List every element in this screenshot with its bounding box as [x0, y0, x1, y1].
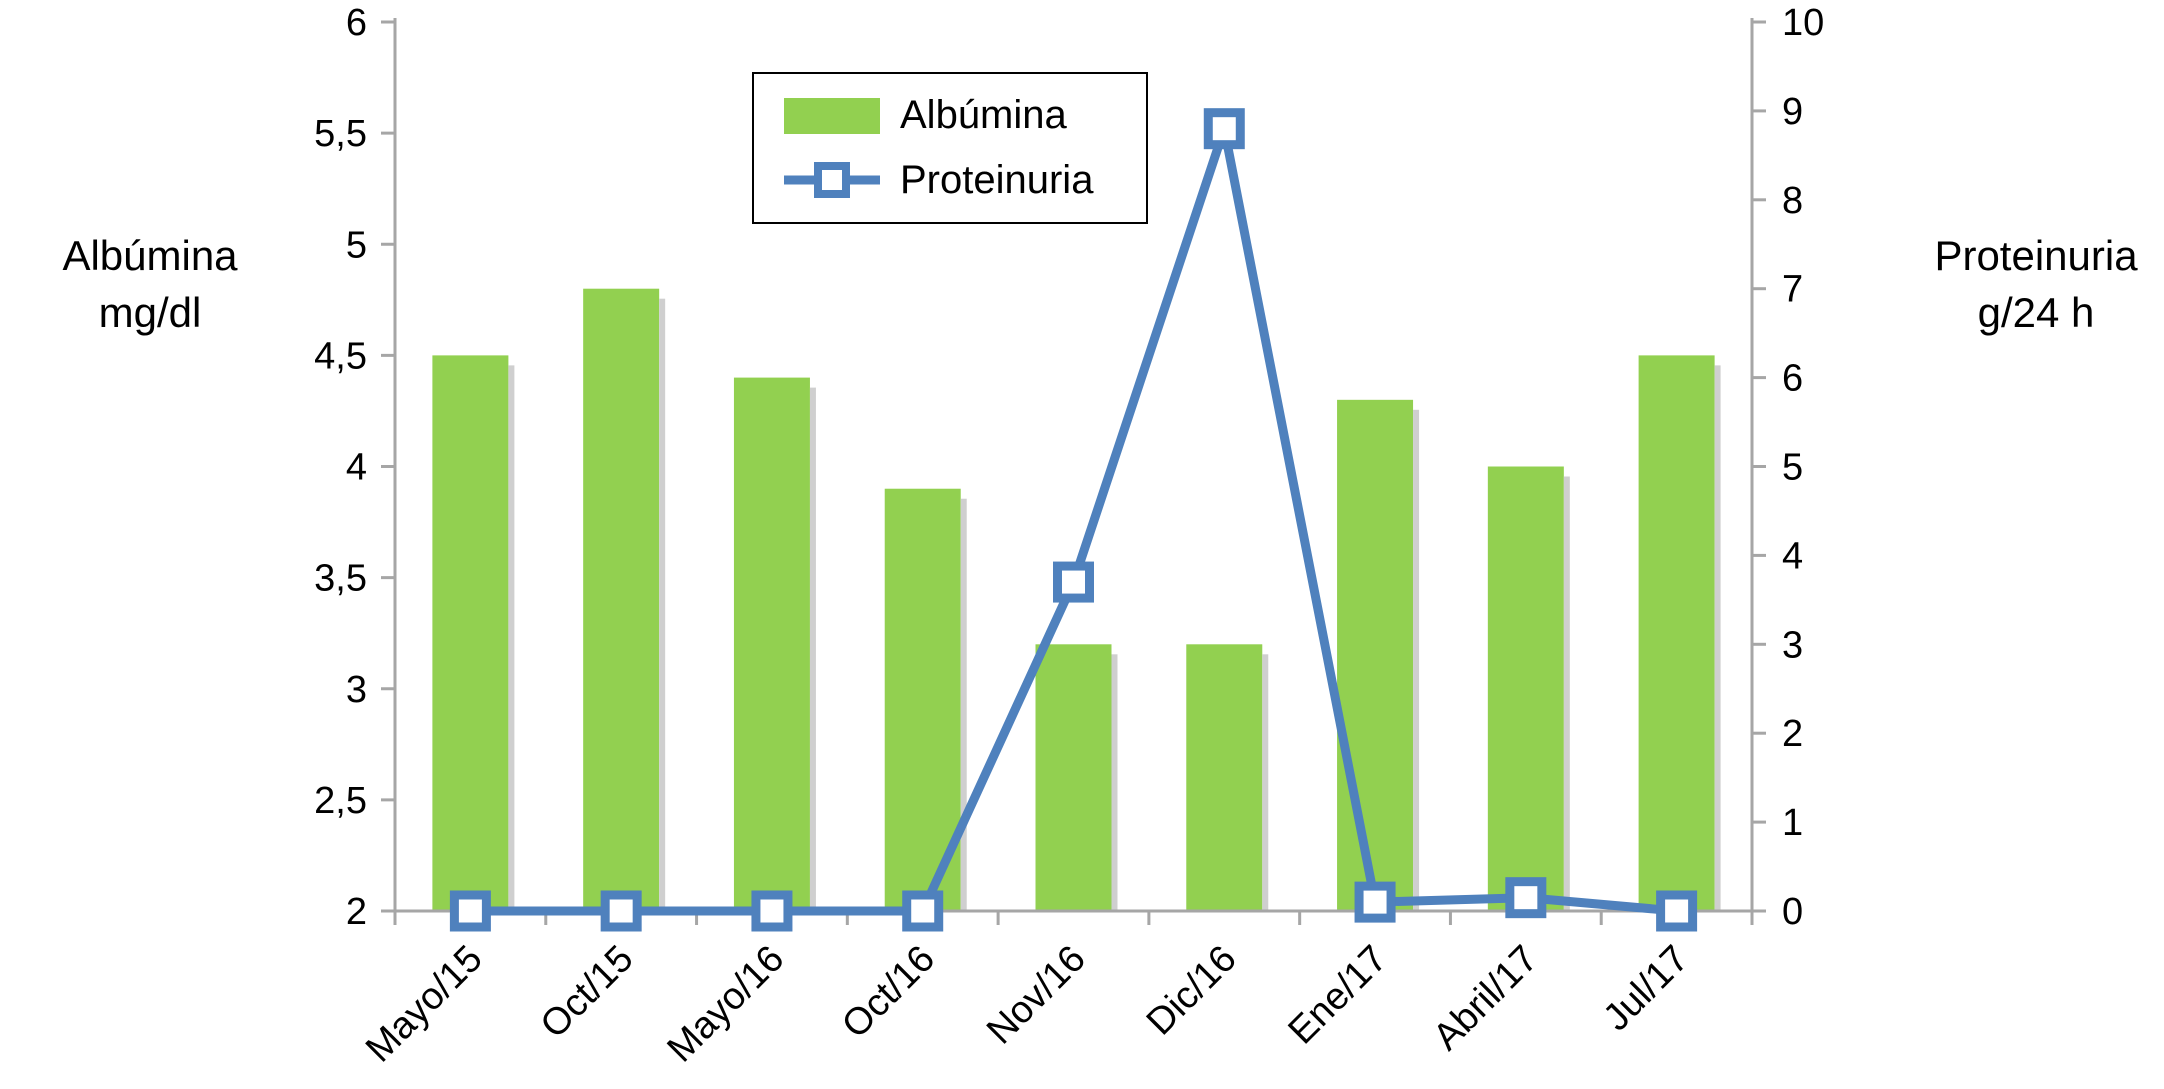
left-axis-tick-label: 5,5	[314, 113, 367, 155]
bar	[1638, 355, 1715, 911]
proteinuria-marker	[1203, 108, 1245, 150]
bar	[884, 488, 961, 911]
bar	[583, 288, 660, 911]
left-axis-title: Albúmina mg/dl	[0, 228, 300, 341]
bar-shadow	[809, 387, 816, 912]
left-axis-tick-label: 2,5	[314, 780, 367, 822]
bar-shadow	[659, 298, 666, 911]
proteinuria-marker	[751, 890, 793, 932]
bar-shadow	[1111, 654, 1118, 911]
right-axis-tick-label: 8	[1782, 180, 1803, 222]
proteinuria-marker	[1656, 890, 1698, 932]
legend-item-albumina: Albúmina	[784, 93, 1146, 138]
left-axis-tick-label: 3,5	[314, 558, 367, 600]
bar-shadow	[1714, 365, 1721, 911]
proteinuria-line-icon	[784, 162, 880, 199]
albumina-swatch-icon	[784, 97, 880, 134]
left-axis-tick-label: 4	[346, 447, 367, 489]
left-axis-tick-label: 6	[346, 2, 367, 44]
legend: Albúmina Proteinuria	[752, 72, 1148, 224]
right-axis-tick-label: 0	[1782, 891, 1803, 933]
bar-shadow	[1262, 654, 1269, 911]
bar	[1186, 644, 1263, 911]
bar-shadow	[1413, 409, 1420, 911]
legend-item-proteinuria: Proteinuria	[784, 158, 1146, 203]
left-axis-tick-label: 5	[346, 224, 367, 266]
x-axis-tick-label: Oct/16	[834, 938, 943, 1047]
left-axis-tick-label: 4,5	[314, 335, 367, 377]
left-axis-tick-label: 2	[346, 891, 367, 933]
x-axis-tick-label: Oct/15	[533, 938, 642, 1047]
bar	[432, 355, 509, 911]
bar-shadow	[508, 365, 515, 911]
x-axis-tick-label: Nov/16	[979, 938, 1094, 1053]
proteinuria-marker	[1505, 877, 1547, 919]
proteinuria-marker	[902, 890, 944, 932]
bar-shadow	[960, 498, 967, 911]
right-axis-tick-label: 4	[1782, 535, 1803, 577]
left-axis-title-line1: Albúmina	[62, 232, 238, 279]
x-axis-tick-label: Ene/17	[1281, 938, 1396, 1053]
right-axis-tick-label: 10	[1782, 2, 1824, 44]
right-axis-title-line2: g/24 h	[1977, 288, 2095, 336]
legend-label-proteinuria: Proteinuria	[900, 157, 1094, 202]
bar	[1337, 399, 1414, 911]
right-axis-tick-label: 5	[1782, 447, 1803, 489]
right-axis-tick-label: 6	[1782, 358, 1803, 400]
right-axis-tick-label: 9	[1782, 91, 1803, 133]
x-axis-tick-label: Mayo/15	[358, 938, 491, 1071]
right-axis-tick-label: 1	[1782, 802, 1803, 844]
bar	[1035, 644, 1112, 911]
proteinuria-marker	[449, 890, 491, 932]
x-axis-tick-label: Dic/16	[1139, 938, 1245, 1044]
proteinuria-marker	[600, 890, 642, 932]
left-axis-tick-label: 3	[346, 669, 367, 711]
left-axis-title-line2: mg/dl	[98, 288, 202, 336]
proteinuria-marker	[1354, 881, 1396, 923]
right-axis-tick-label: 3	[1782, 624, 1803, 666]
x-axis-tick-label: Jul/17	[1596, 938, 1697, 1039]
legend-label-albumina: Albúmina	[900, 93, 1067, 138]
bar-shadow	[1563, 476, 1570, 911]
x-axis-tick-label: Abril/17	[1425, 938, 1546, 1059]
right-axis-title: Proteinuria g/24 h	[1908, 228, 2164, 341]
right-axis-title-line1: Proteinuria	[1934, 232, 2138, 279]
right-axis-tick-label: 2	[1782, 713, 1803, 755]
bar	[1487, 466, 1564, 911]
proteinuria-marker	[1053, 561, 1094, 603]
right-axis-tick-label: 7	[1782, 269, 1803, 311]
bar	[733, 377, 810, 912]
x-axis-tick-label: Mayo/16	[660, 938, 793, 1071]
